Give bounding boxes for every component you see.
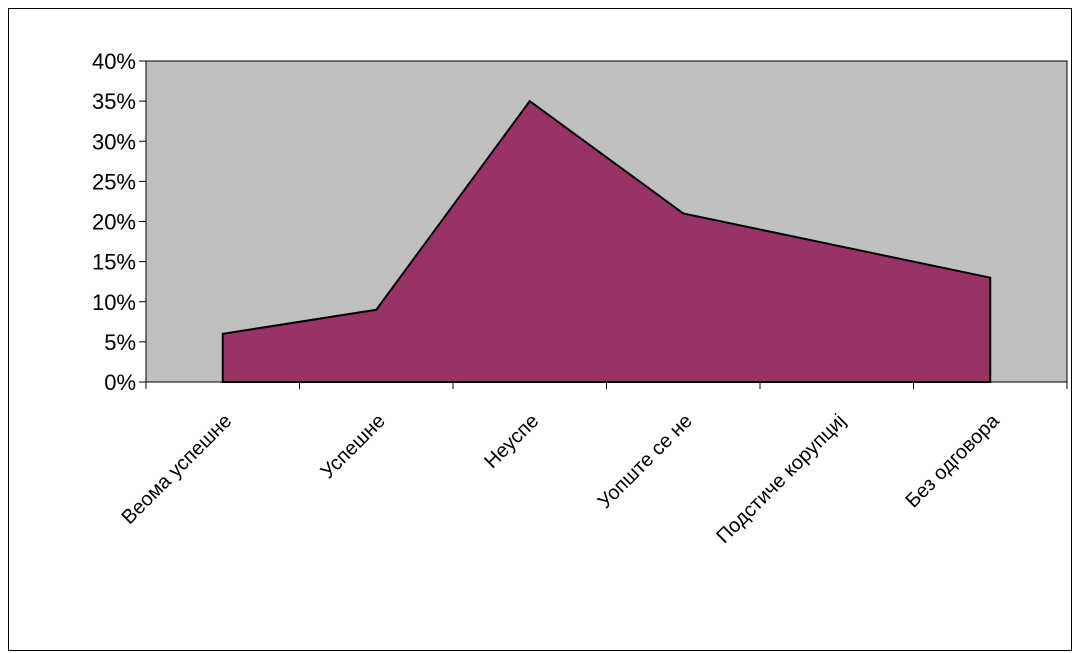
y-tick-label: 15%	[92, 250, 136, 275]
y-tick-label: 35%	[92, 89, 136, 114]
y-tick-label: 40%	[92, 49, 136, 74]
chart-frame: 0% 5% 10% 15% 20% 25% 30% 35% 40% Веома успешне У…	[8, 8, 1072, 651]
x-category-label: Успешне	[317, 410, 390, 483]
x-category-label: Веома успешне	[118, 410, 237, 529]
y-tick-label: 10%	[92, 290, 136, 315]
y-tick-label: 30%	[92, 129, 136, 154]
y-axis-ticks: 0% 5% 10% 15% 20% 25% 30% 35% 40%	[92, 49, 146, 395]
x-category-label: Подстиче корупциј	[712, 410, 850, 548]
y-tick-label: 20%	[92, 210, 136, 235]
y-tick-label: 25%	[92, 169, 136, 194]
x-category-label: Без одговора	[902, 409, 1005, 512]
y-tick-label: 0%	[104, 370, 136, 395]
area-series	[221, 99, 992, 383]
y-tick-label: 5%	[104, 330, 136, 355]
area-layer	[221, 99, 992, 383]
x-axis-ticks: Веома успешне Успешне Неуспе Уопште се не По…	[118, 382, 1068, 548]
x-category-label: Уопште се не	[594, 410, 697, 513]
area-chart: 0% 5% 10% 15% 20% 25% 30% 35% 40% Веома успешне У…	[92, 49, 1068, 548]
x-category-label: Неуспе	[480, 410, 543, 473]
